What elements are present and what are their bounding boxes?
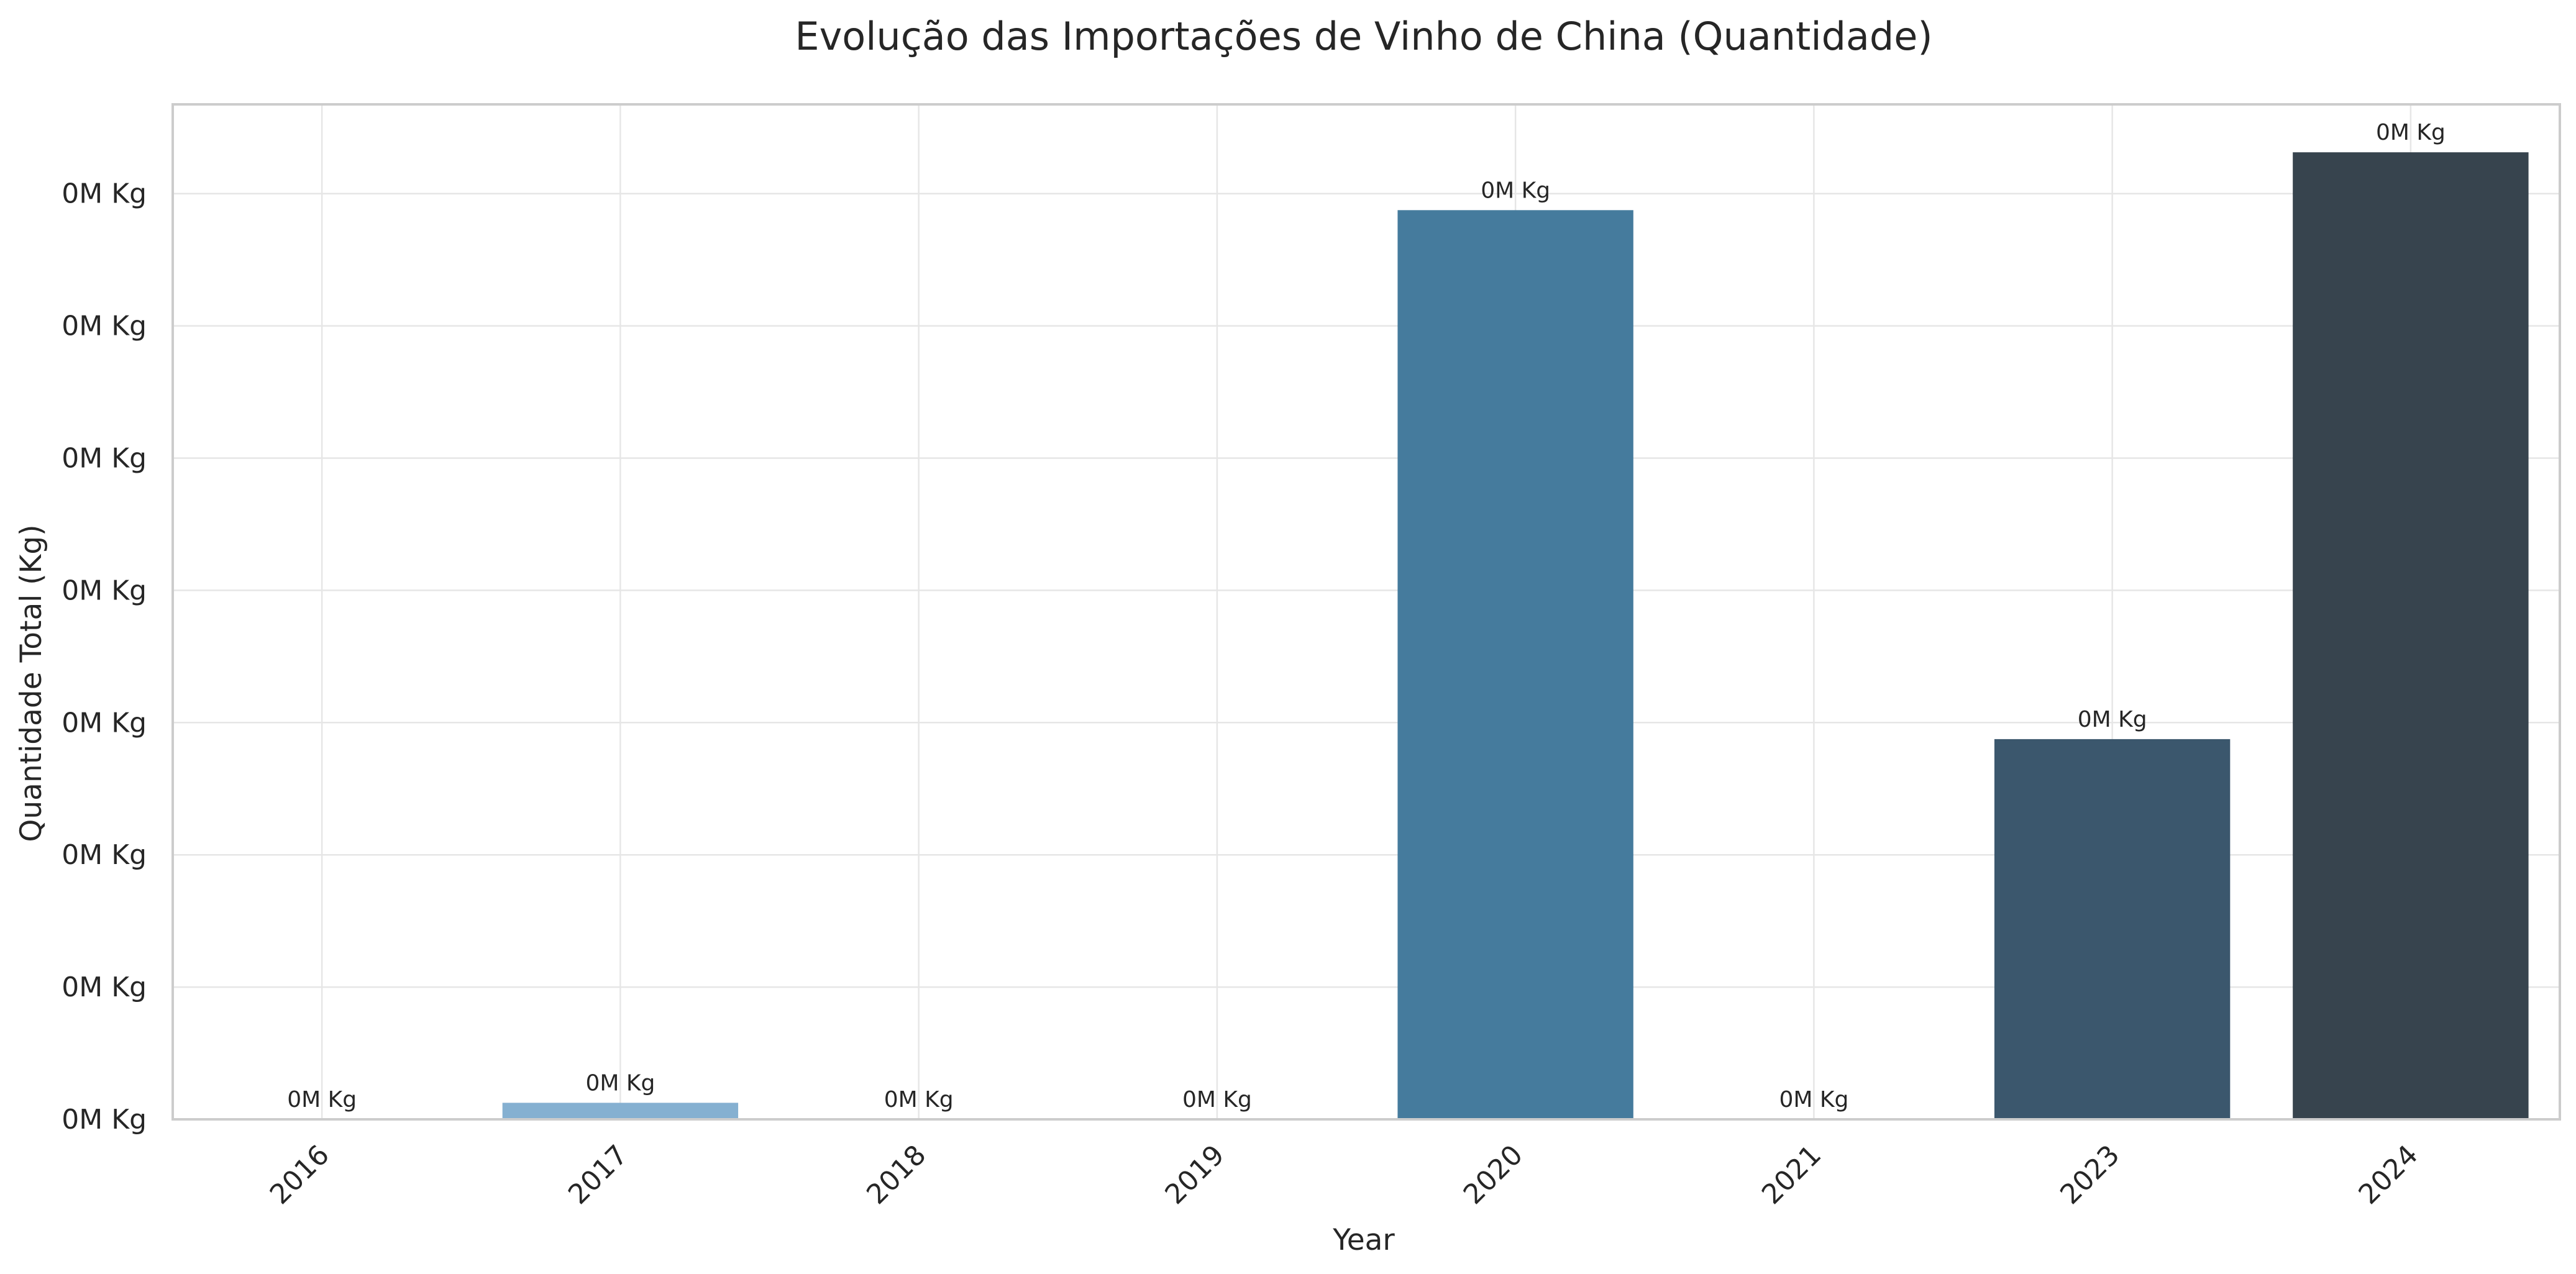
x-tick-label-2017: 2017: [562, 1139, 634, 1211]
bar-2023: [1994, 739, 2231, 1119]
x-tick-label-2024: 2024: [2352, 1139, 2424, 1211]
x-tick-labels: 2016 2017 2018 2019 2020 2021 2023 2024: [264, 1139, 2424, 1211]
data-label-2019: 0M Kg: [1182, 1087, 1252, 1112]
y-tick-label: 0M Kg: [62, 839, 147, 871]
plot-frame: [171, 103, 2561, 1121]
x-tick-label-2021: 2021: [1756, 1139, 1827, 1211]
bar-2020: [1397, 210, 1633, 1119]
y-tick-label: 0M Kg: [62, 707, 147, 739]
x-tick-label-2018: 2018: [861, 1139, 932, 1211]
y-tick-label: 0M Kg: [62, 575, 147, 606]
bar-2017: [502, 1103, 739, 1119]
data-label-2018: 0M Kg: [884, 1087, 954, 1112]
x-tick-label-2020: 2020: [1458, 1139, 1529, 1211]
x-tick-label-2019: 2019: [1159, 1139, 1230, 1211]
x-tick-label-2016: 2016: [264, 1139, 336, 1211]
data-labels: 0M Kg 0M Kg 0M Kg 0M Kg 0M Kg 0M Kg 0M Kg 0M Kg: [287, 120, 2446, 1112]
y-tick-label: 0M Kg: [62, 178, 147, 210]
chart-title: Evolução das Importações de Vinho de Chi…: [795, 14, 1932, 59]
data-label-2017: 0M Kg: [585, 1070, 655, 1096]
y-tick-label: 0M Kg: [62, 971, 147, 1003]
bar-2024: [2293, 152, 2529, 1119]
data-label-2020: 0M Kg: [1481, 178, 1550, 203]
data-label-2024: 0M Kg: [2376, 120, 2446, 145]
y-axis-label: Quantidade Total (Kg): [14, 524, 48, 842]
y-tick-label: 0M Kg: [62, 311, 147, 342]
x-tick-label-2023: 2023: [2054, 1139, 2126, 1211]
y-tick-label: 0M Kg: [62, 1104, 147, 1135]
data-label-2023: 0M Kg: [2078, 707, 2147, 732]
x-axis-label: Year: [1332, 1223, 1395, 1257]
data-label-2021: 0M Kg: [1779, 1087, 1848, 1112]
bars: [502, 152, 2529, 1119]
data-label-2016: 0M Kg: [287, 1087, 357, 1112]
y-tick-label: 0M Kg: [62, 443, 147, 475]
y-tick-labels: 0M Kg 0M Kg 0M Kg 0M Kg 0M Kg 0M Kg 0M Kg 0M Kg: [62, 178, 147, 1135]
